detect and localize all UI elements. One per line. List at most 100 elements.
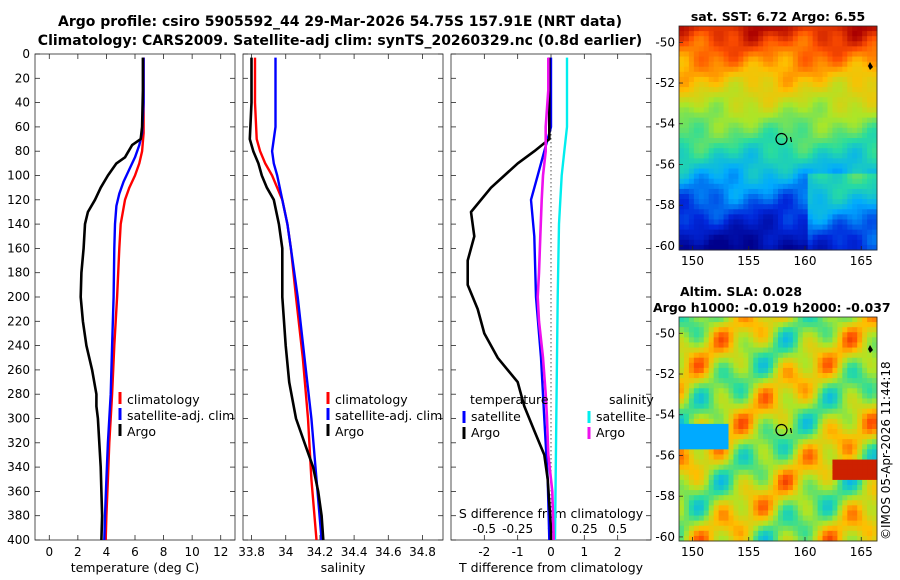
map-cell — [847, 485, 853, 491]
map-cell — [723, 439, 729, 445]
map-cell — [842, 173, 848, 180]
map-cell — [703, 490, 710, 496]
map-cell — [698, 188, 705, 195]
map-cell — [822, 413, 828, 420]
map-cell — [832, 183, 838, 190]
map-cell — [728, 92, 734, 98]
map-cell — [713, 525, 720, 532]
map-cell — [807, 439, 814, 445]
map-cell — [802, 76, 809, 83]
map-cell — [723, 449, 729, 455]
map-cell — [728, 378, 734, 384]
map-cell — [778, 117, 784, 124]
map-cell — [763, 107, 769, 114]
map-cell — [862, 510, 868, 517]
map-cell — [782, 82, 789, 88]
map-cell — [718, 188, 725, 195]
map-cell — [842, 97, 848, 103]
map-cell — [817, 388, 824, 394]
map-cell — [827, 239, 833, 246]
map-cell — [867, 423, 873, 430]
map-cell — [837, 219, 843, 226]
map-cell — [867, 26, 873, 32]
map-cell — [837, 469, 843, 476]
map-cell — [832, 322, 838, 328]
map-cell — [862, 36, 868, 42]
map-cell — [733, 515, 739, 522]
map-cell — [852, 337, 858, 343]
map-cell — [782, 148, 789, 154]
map-cell — [768, 398, 774, 405]
map-cell — [847, 66, 853, 73]
map-cell — [763, 127, 769, 134]
map-cell — [852, 347, 858, 354]
map-cell — [832, 56, 838, 63]
y-tick-label: 260 — [7, 363, 30, 377]
map-cell — [698, 178, 705, 185]
map-cell — [778, 469, 784, 476]
map-cell — [718, 479, 725, 486]
map-cell — [832, 71, 838, 78]
map-cell — [723, 317, 729, 323]
map-cell — [787, 31, 794, 37]
map-cell — [693, 173, 700, 180]
map-cell — [787, 403, 794, 410]
map-cell — [792, 61, 799, 68]
map-cell — [748, 31, 754, 37]
map-cell — [748, 439, 754, 445]
map-cell — [822, 31, 828, 37]
map-cell — [763, 413, 769, 420]
map-cell — [753, 393, 759, 399]
map-cell — [743, 373, 749, 379]
map-cell — [867, 413, 873, 420]
map-cell — [768, 444, 774, 450]
map-cell — [683, 469, 690, 476]
map-cell — [832, 87, 838, 93]
map-cell — [872, 322, 878, 328]
map-cell — [723, 357, 729, 364]
map-cell — [773, 423, 779, 430]
map-cell — [693, 112, 700, 119]
map-cell — [812, 26, 819, 32]
map-cell — [743, 234, 749, 241]
map-cell — [842, 357, 848, 364]
map-cell — [857, 479, 863, 486]
map-cell — [679, 332, 685, 338]
map-cell — [822, 102, 828, 108]
map-cell — [733, 168, 739, 175]
map-cell — [862, 239, 868, 246]
map-frame — [678, 316, 878, 542]
map-cell — [758, 51, 764, 58]
map-cell — [832, 102, 838, 108]
map-cell — [862, 479, 868, 486]
map-cell — [753, 209, 759, 215]
map-cell — [733, 373, 739, 379]
map-cell — [778, 71, 784, 78]
map-cell — [763, 357, 769, 364]
map-cell — [842, 138, 848, 144]
map-cell — [758, 122, 764, 129]
map-cell — [807, 56, 814, 63]
map-cell — [778, 357, 784, 364]
map-cell — [683, 214, 690, 220]
map-cell — [683, 423, 690, 430]
map-cell — [708, 434, 715, 440]
map-cell — [743, 92, 749, 98]
map-cell — [738, 398, 744, 405]
map-cell — [763, 490, 769, 496]
map-cell — [688, 429, 695, 435]
map-cell — [773, 367, 779, 374]
map-cell — [812, 485, 819, 491]
map-cell — [872, 209, 878, 215]
map-cell — [708, 367, 715, 374]
map-cell — [842, 199, 848, 205]
map-cell — [728, 520, 734, 527]
map-cell — [792, 173, 799, 180]
map-cell — [748, 469, 754, 476]
map-cell — [703, 219, 710, 226]
map-cell — [787, 444, 794, 450]
map-cell — [862, 26, 868, 32]
map-cell — [852, 219, 858, 226]
map-cell — [713, 102, 720, 108]
map-cell — [718, 122, 725, 129]
